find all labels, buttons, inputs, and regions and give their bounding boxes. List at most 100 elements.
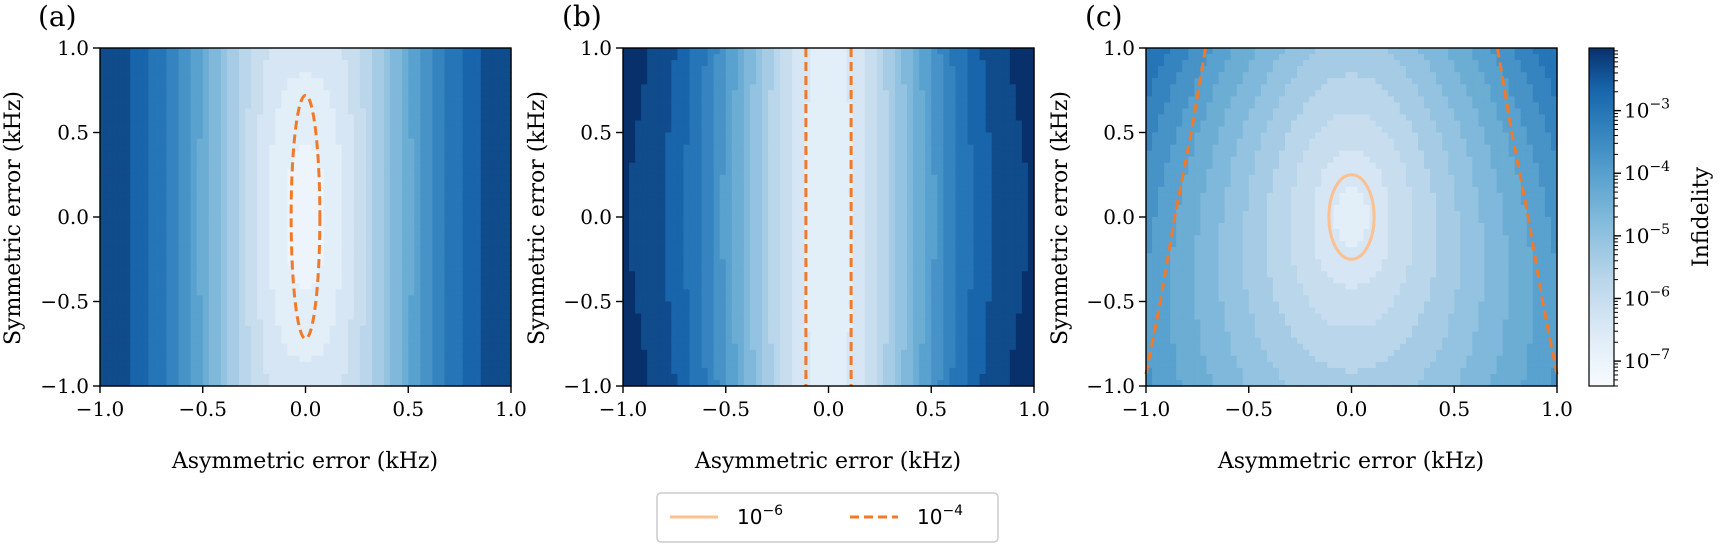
heatmap-cell — [695, 66, 703, 73]
heatmap-cell — [130, 120, 137, 128]
heatmap-cell — [629, 337, 636, 345]
heatmap-cell — [341, 126, 349, 134]
heatmap-cell — [136, 84, 143, 91]
heatmap-cell — [731, 114, 739, 122]
heatmap-cell — [275, 54, 282, 61]
heatmap-cell — [317, 349, 325, 357]
heatmap-cell — [257, 198, 264, 206]
heatmap-cell — [257, 253, 264, 260]
heatmap-cell — [130, 192, 137, 200]
heatmap-cell — [148, 379, 155, 387]
heatmap-cell — [245, 66, 252, 73]
heatmap-cell — [112, 180, 119, 188]
heatmap-cell — [335, 156, 343, 164]
heatmap-cell — [269, 277, 276, 284]
heatmap-cell — [396, 313, 403, 321]
heatmap-cell — [148, 319, 155, 327]
heatmap-cell — [432, 48, 440, 55]
heatmap-cell — [498, 355, 506, 363]
heatmap-cell — [335, 343, 343, 351]
heatmap-cell — [305, 343, 313, 351]
heatmap-cell — [226, 241, 234, 248]
heatmap-cell — [214, 265, 222, 272]
heatmap-cell — [124, 168, 131, 176]
heatmap-cell — [124, 277, 131, 284]
heatmap-cell — [731, 174, 739, 182]
heatmap-cell — [371, 331, 379, 339]
heatmap-cell — [311, 72, 319, 79]
heatmap-cell — [707, 229, 715, 236]
heatmap-cell — [629, 319, 636, 327]
heatmap-cell — [263, 138, 270, 146]
heatmap-cell — [462, 60, 470, 67]
heatmap-cell — [725, 186, 733, 194]
heatmap-cell — [232, 229, 240, 236]
heatmap-cell — [136, 271, 143, 278]
heatmap-cell — [402, 78, 409, 85]
heatmap-cell — [118, 186, 125, 194]
heatmap-cell — [486, 289, 494, 297]
heatmap-cell — [178, 180, 186, 188]
heatmap-cell — [190, 271, 198, 278]
heatmap-cell — [311, 78, 319, 85]
heatmap-cell — [371, 277, 379, 284]
heatmap-cell — [635, 144, 642, 152]
heatmap-cell — [365, 379, 373, 387]
heatmap-cell — [142, 138, 149, 146]
heatmap-cell — [426, 253, 434, 260]
heatmap-cell — [208, 72, 216, 79]
heatmap-cell — [239, 210, 246, 218]
heatmap-cell — [444, 223, 452, 230]
heatmap-cell — [635, 277, 642, 284]
heatmap-cell — [719, 301, 727, 309]
heatmap-cell — [384, 192, 391, 200]
heatmap-cell — [329, 355, 337, 363]
heatmap-cell — [486, 168, 494, 176]
heatmap-cell — [659, 301, 666, 309]
heatmap-cell — [371, 192, 379, 200]
heatmap-cell — [438, 373, 446, 381]
heatmap-cell — [214, 90, 222, 97]
heatmap-cell — [359, 144, 367, 152]
heatmap-cell — [450, 60, 458, 67]
heatmap-cell — [220, 331, 228, 339]
heatmap-cell — [683, 247, 691, 254]
heatmap-cell — [623, 259, 630, 266]
heatmap-cell — [196, 162, 204, 170]
heatmap-cell — [653, 319, 660, 327]
heatmap-cell — [623, 361, 630, 369]
heatmap-cell — [154, 229, 162, 236]
heatmap-cell — [178, 192, 186, 200]
heatmap-cell — [275, 361, 282, 369]
heatmap-cell — [504, 54, 512, 61]
heatmap-cell — [269, 379, 276, 387]
heatmap-cell — [184, 379, 192, 387]
heatmap-cell — [323, 162, 331, 170]
heatmap-cell — [743, 210, 751, 218]
heatmap-cell — [743, 48, 751, 55]
heatmap-cell — [384, 235, 391, 242]
heatmap-cell — [305, 156, 313, 164]
heatmap-cell — [317, 162, 325, 170]
heatmap-cell — [329, 138, 337, 146]
heatmap-cell — [707, 337, 715, 345]
heatmap-cell — [226, 379, 234, 387]
heatmap-cell — [305, 84, 313, 91]
heatmap-cell — [737, 210, 745, 218]
heatmap-cell — [689, 373, 697, 381]
heatmap-cell — [323, 217, 331, 224]
heatmap-cell — [701, 198, 709, 206]
heatmap-cell — [148, 259, 155, 266]
heatmap-cell — [148, 289, 155, 297]
heatmap-cell — [317, 361, 325, 369]
heatmap-cell — [623, 253, 630, 260]
heatmap-cell — [263, 241, 270, 248]
heatmap-cell — [172, 102, 180, 109]
heatmap-cell — [160, 355, 168, 363]
heatmap-cell — [468, 198, 476, 206]
heatmap-cell — [641, 223, 648, 230]
heatmap-cell — [347, 337, 355, 345]
heatmap-cell — [384, 204, 391, 212]
heatmap-cell — [299, 253, 307, 260]
heatmap-cell — [719, 168, 727, 176]
